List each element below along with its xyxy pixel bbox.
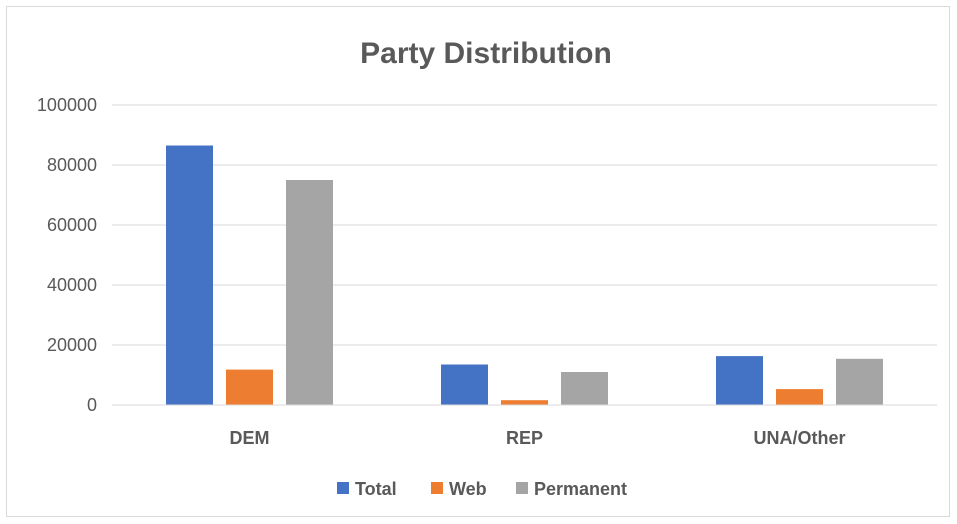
x-axis-ticks: DEM REP UNA/Other (230, 428, 846, 448)
bar-web-rep (501, 400, 548, 405)
legend-label-permanent: Permanent (534, 479, 627, 499)
chart-container (6, 6, 950, 517)
bars (166, 145, 883, 405)
x-tick-label: UNA/Other (753, 428, 845, 448)
legend-swatch-web (431, 482, 443, 494)
legend-swatch-permanent (516, 482, 528, 494)
x-tick-label: DEM (230, 428, 270, 448)
gridlines (112, 104, 937, 346)
y-tick-label: 60000 (47, 215, 97, 235)
x-tick-label: REP (506, 428, 543, 448)
legend: Total Web Permanent (337, 479, 627, 499)
y-tick-label: 0 (87, 395, 97, 415)
chart-title: Party Distribution (360, 37, 612, 70)
bar-permanent-una-other (836, 358, 883, 405)
bar-total-rep (441, 364, 488, 405)
y-tick-label: 20000 (47, 335, 97, 355)
y-tick-label: 40000 (47, 275, 97, 295)
bar-permanent-dem (286, 180, 333, 405)
bar-web-una-other (776, 389, 823, 405)
bar-total-dem (166, 145, 213, 405)
y-tick-label: 100000 (37, 95, 97, 115)
legend-label-web: Web (449, 479, 487, 499)
bar-total-una-other (716, 356, 763, 405)
legend-swatch-total (337, 482, 349, 494)
bar-permanent-rep (561, 372, 608, 405)
bar-web-dem (226, 369, 273, 405)
y-axis-ticks: 0 20000 40000 60000 80000 100000 (37, 95, 97, 415)
y-tick-label: 80000 (47, 155, 97, 175)
legend-label-total: Total (355, 479, 397, 499)
